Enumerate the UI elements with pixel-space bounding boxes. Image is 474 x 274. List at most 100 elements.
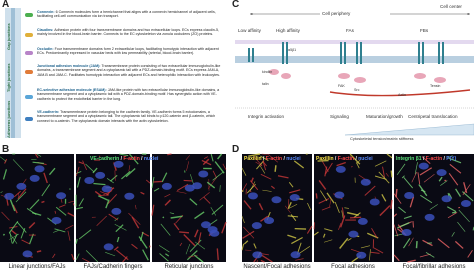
fiber <box>158 245 170 253</box>
fiber <box>249 181 256 192</box>
fiber <box>122 256 128 263</box>
nucleus <box>290 251 301 259</box>
legend-separator: / <box>119 156 124 162</box>
nucleus <box>51 217 62 225</box>
fiber <box>186 161 190 171</box>
fiber <box>402 238 411 249</box>
fiber <box>54 228 66 233</box>
fiber <box>421 156 431 164</box>
fiber <box>341 210 344 218</box>
legend-separator: / <box>354 156 359 162</box>
fiber <box>119 153 129 157</box>
fiber <box>131 243 138 250</box>
fiber <box>10 229 17 235</box>
fiber <box>72 203 75 206</box>
legend-separator: / <box>261 156 266 162</box>
fiber <box>261 254 273 263</box>
fiber <box>67 230 71 241</box>
fiber <box>411 171 418 183</box>
fiber <box>313 231 319 236</box>
fiber <box>396 163 406 176</box>
fiber <box>105 252 116 257</box>
fiber <box>290 214 297 222</box>
caption: Nascent/Focal adhesions <box>243 264 311 270</box>
fiber <box>185 155 190 161</box>
fiber <box>0 156 7 162</box>
caption: Focal adhesions <box>331 264 375 270</box>
fiber <box>217 153 223 160</box>
fiber <box>451 232 455 237</box>
state-label: High affinity <box>276 28 300 33</box>
fiber <box>206 181 216 189</box>
nucleus <box>101 185 112 193</box>
nucleus <box>334 191 345 199</box>
fiber <box>414 162 418 175</box>
fiber <box>219 185 221 192</box>
fiber <box>412 220 414 228</box>
fiber <box>142 249 149 261</box>
fiber <box>408 237 414 247</box>
protein-label: Src <box>354 88 360 92</box>
stage-label: Integrin activation <box>248 114 285 119</box>
fiber <box>212 171 224 181</box>
entry-name: EC-selective adhesion molecule (ESAM): <box>37 88 107 92</box>
fiber <box>297 246 311 255</box>
fiber <box>194 211 205 220</box>
nucleus <box>348 230 359 238</box>
caption: Linear junctions/FAJs <box>8 264 66 270</box>
nucleus <box>22 250 33 258</box>
fiber <box>438 176 443 182</box>
fiber <box>334 201 340 213</box>
fiber <box>241 190 244 192</box>
nucleus <box>356 251 367 259</box>
fiber <box>250 177 254 183</box>
fiber <box>249 180 259 191</box>
entry: EC-selective adhesion molecule (ESAM): J… <box>37 88 223 101</box>
adaptors <box>269 69 446 83</box>
entry: Claudins: Adhesion protein with four tra… <box>37 28 223 37</box>
fiber <box>52 253 56 259</box>
fiber <box>321 160 329 172</box>
fiber <box>194 241 206 250</box>
fiber <box>185 243 191 255</box>
fiber <box>287 234 297 239</box>
fiber <box>110 174 118 182</box>
fiber <box>403 177 414 189</box>
fiber <box>9 199 16 212</box>
entry: Connexin: 6 Connexin molecules form a he… <box>37 10 223 19</box>
fiber <box>189 198 198 206</box>
fiber <box>140 191 145 195</box>
fiber <box>306 225 313 234</box>
nucleus <box>335 165 346 173</box>
fiber <box>194 229 199 238</box>
fiber <box>346 211 359 216</box>
fiber <box>318 198 330 204</box>
fiber <box>386 153 393 159</box>
legend-separator: / <box>421 156 426 162</box>
fiber <box>179 231 190 234</box>
fiber <box>116 236 120 243</box>
fiber <box>356 159 361 164</box>
legend-separator: / <box>139 156 144 162</box>
entry-text: Transmembrane protein consisting of two … <box>37 64 221 77</box>
fiber <box>68 200 75 203</box>
fiber <box>78 161 84 165</box>
fiber <box>108 213 119 221</box>
icon <box>25 13 33 17</box>
fiber <box>211 204 224 215</box>
state-label: Low affinity <box>238 28 261 33</box>
fiber <box>167 153 172 156</box>
fiber <box>183 179 193 182</box>
nucleus <box>207 226 218 234</box>
nucleus <box>161 182 172 190</box>
legend-separator: / <box>333 156 338 162</box>
fiber <box>43 172 48 184</box>
fiber <box>16 221 27 233</box>
fiber <box>64 224 74 230</box>
fiber <box>221 221 227 234</box>
nucleus <box>111 207 122 215</box>
nucleus <box>418 162 429 170</box>
fiber <box>369 249 371 261</box>
matrix <box>235 40 474 44</box>
